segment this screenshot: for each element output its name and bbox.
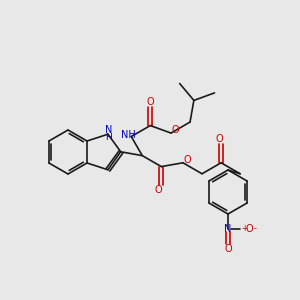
Text: O: O [171,125,179,135]
Text: +: + [241,224,248,233]
Text: -: - [254,224,257,233]
Text: N: N [105,125,113,135]
Text: O: O [146,97,154,107]
Text: H: H [106,133,112,142]
Text: O: O [215,134,223,144]
Text: NH: NH [121,130,136,140]
Text: N: N [224,224,232,234]
Text: O: O [224,244,232,254]
Text: O: O [245,224,253,234]
Text: O: O [154,185,162,195]
Text: O: O [183,155,191,165]
